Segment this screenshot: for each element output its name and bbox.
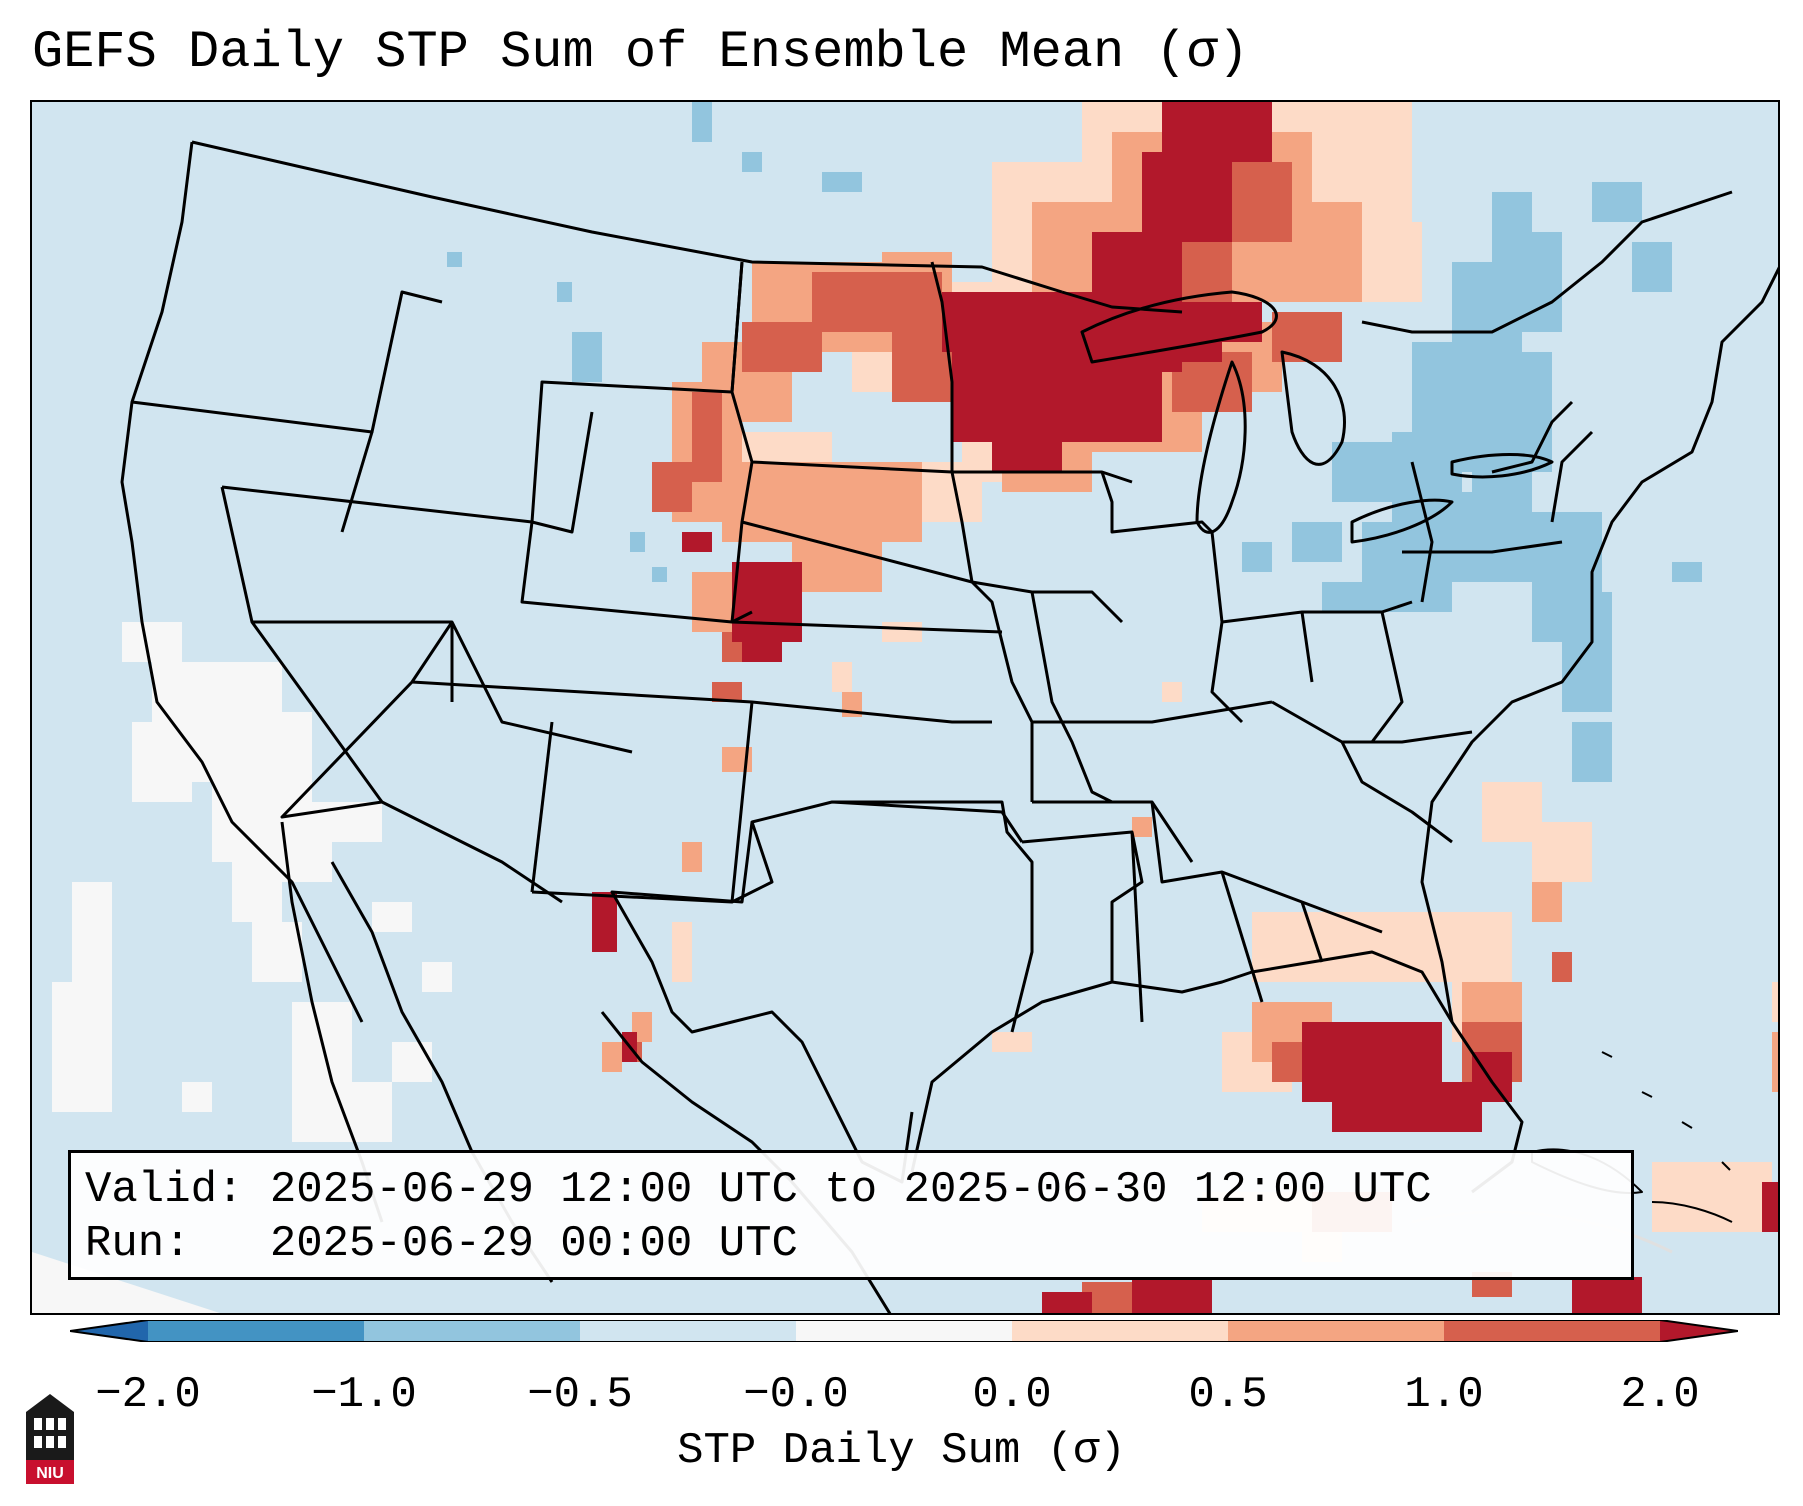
lake-superior xyxy=(1080,290,1278,364)
colorbar-segment-2 xyxy=(580,1320,796,1342)
colorbar-segment-1 xyxy=(364,1320,580,1342)
map-panel[interactable]: Valid: 2025-06-29 12:00 UTC to 2025-06-3… xyxy=(30,100,1780,1315)
run-row: Run: 2025-06-29 00:00 UTC xyxy=(85,1217,1617,1271)
lake-erie xyxy=(1350,498,1454,544)
colorbar-ticks: −2.0 −1.0 −0.5 −0.0 0.0 0.5 1.0 2.0 xyxy=(0,1370,1803,1420)
upper-midwest-high-region xyxy=(592,102,1778,1313)
tick-label: −2.0 xyxy=(95,1370,201,1420)
colorbar-segment-0 xyxy=(148,1320,364,1342)
run-label: Run: xyxy=(85,1219,191,1269)
colorbar-label: STP Daily Sum (σ) xyxy=(677,1426,1126,1476)
texas-border xyxy=(610,821,914,1184)
chart-title: GEFS Daily STP Sum of Ensemble Mean (σ) xyxy=(32,23,1249,82)
border-canada-us xyxy=(191,140,1063,294)
valid-value: 2025-06-29 12:00 UTC to 2025-06-30 12:00… xyxy=(269,1165,1432,1215)
tick-label: −0.0 xyxy=(743,1370,849,1420)
northeast-low-region xyxy=(447,102,1702,782)
colorbar-segment-3 xyxy=(796,1320,1012,1342)
colorbar-over-arrow xyxy=(1660,1320,1738,1342)
east-coast xyxy=(1420,266,1778,1023)
pacific-near-zero-region xyxy=(32,622,452,1313)
map-canvas xyxy=(32,102,1778,1313)
valid-label: Valid: xyxy=(85,1165,244,1215)
run-value: 2025-06-29 00:00 UTC xyxy=(269,1219,798,1269)
west-coast xyxy=(120,141,364,1023)
tick-label: −1.0 xyxy=(311,1370,417,1420)
colorbar-segment-4 xyxy=(1012,1320,1228,1342)
valid-time-box: Valid: 2025-06-29 12:00 UTC to 2025-06-3… xyxy=(68,1150,1634,1280)
colorbar-segment-5 xyxy=(1228,1320,1444,1342)
university-building-icon xyxy=(26,1394,74,1460)
tick-label: 0.0 xyxy=(972,1370,1052,1420)
tick-label: −0.5 xyxy=(527,1370,633,1420)
tick-label: 1.0 xyxy=(1404,1370,1484,1420)
colorbar xyxy=(70,1320,1738,1342)
lake-huron xyxy=(1280,350,1346,466)
colorbar-segment-6 xyxy=(1444,1320,1660,1342)
tick-label: 0.5 xyxy=(1188,1370,1268,1420)
logo-text: NIU xyxy=(36,1465,64,1482)
lake-ontario xyxy=(1450,453,1554,479)
lake-michigan xyxy=(1195,360,1247,534)
colorbar-under-arrow xyxy=(70,1320,148,1342)
valid-row: Valid: 2025-06-29 12:00 UTC to 2025-06-3… xyxy=(85,1163,1617,1217)
niu-logo: NIU xyxy=(26,1394,74,1484)
tick-label: 2.0 xyxy=(1620,1370,1700,1420)
